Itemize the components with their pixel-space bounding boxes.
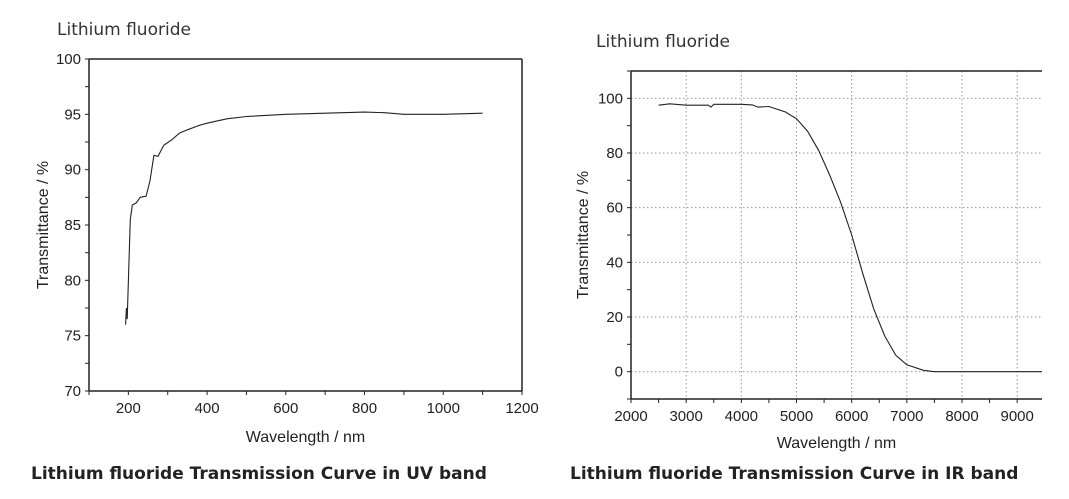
x-tick-label: 6000 [835,408,868,425]
x-axis-label: Wavelength / nm [246,429,365,446]
x-tick-label: 600 [273,400,298,417]
x-tick-label: 200 [116,400,141,417]
uv-chart: 200 400 600 800 1000 1200 70 75 80 85 90 95 100 Wavel… [35,51,539,446]
y-axis-label: Transmittance / % [35,161,52,289]
x-tick-label: 400 [195,400,220,417]
y-tick-label: 60 [606,200,623,217]
y-tick-label: 20 [606,309,623,326]
y-tick-label: 70 [64,383,81,400]
x-tick-label: 5000 [780,408,813,425]
y-tick-label: 85 [64,217,81,234]
x-tick-label: 7000 [890,408,923,425]
y-tick-label: 0 [615,364,623,381]
y-tick-label: 80 [606,145,623,162]
y-tick-label: 95 [64,106,81,123]
ir-chart: 2000 3000 4000 5000 6000 7000 8000 9000 0 20 40 60 8… [575,70,1042,452]
x-tick-label: 8000 [945,408,978,425]
y-tick-label: 100 [598,90,623,107]
uv-chart-heading: Lithium fluoride [57,20,191,40]
y-tick-label: 90 [64,162,81,179]
y-tick-label: 100 [56,51,81,68]
ir-chart-caption: Lithium fluoride Transmission Curve in I… [570,464,1019,484]
transmittance-series-line [125,111,483,325]
x-tick-label: 1200 [505,400,538,417]
x-tick-label: 1000 [427,400,460,417]
x-tick-label: 3000 [669,408,702,425]
y-tick-label: 40 [606,254,623,271]
x-tick-label: 800 [352,400,377,417]
ir-chart-heading: Lithium fluoride [596,32,730,52]
x-tick-label: 2000 [614,408,647,425]
transmittance-series-line [658,103,1042,373]
y-tick-label: 75 [64,328,81,345]
uv-chart-caption: Lithium fluoride Transmission Curve in U… [31,464,487,484]
x-axis-label: Wavelength / nm [777,435,896,452]
y-tick-label: 80 [64,272,81,289]
x-tick-label: 4000 [725,408,758,425]
x-tick-label: 9000 [1000,408,1033,425]
y-axis-label: Transmittance / % [575,171,592,299]
